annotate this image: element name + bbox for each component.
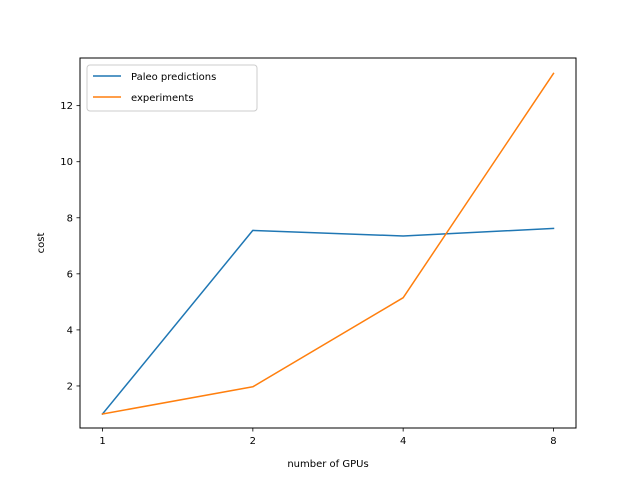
y-axis: 2 4 6 8 10 12 <box>60 101 80 392</box>
series-layer <box>101 72 555 416</box>
x-axis-label: number of GPUs <box>287 459 368 470</box>
plot-frame <box>79 57 577 429</box>
series-line-1 <box>101 227 555 416</box>
x-axis: 1 2 4 8 <box>99 428 557 447</box>
y-tick-label: 2 <box>67 381 73 392</box>
legend-label: Paleo predictions <box>131 72 216 83</box>
x-tick-label: 1 <box>99 436 105 447</box>
legend-box <box>86 64 258 112</box>
series-line-2 <box>101 72 555 415</box>
legend-label: experiments <box>131 93 194 104</box>
x-tick-label: 2 <box>250 436 256 447</box>
y-tick-label: 10 <box>60 157 73 168</box>
legend: Paleo predictions experiments <box>86 64 258 112</box>
y-tick-label: 4 <box>67 325 73 336</box>
x-tick-label: 4 <box>400 436 406 447</box>
y-tick-label: 6 <box>67 269 73 280</box>
x-tick-label: 8 <box>550 436 556 447</box>
y-tick-label: 12 <box>60 101 73 112</box>
y-tick-label: 8 <box>67 213 73 224</box>
y-axis-label: cost <box>36 233 47 254</box>
